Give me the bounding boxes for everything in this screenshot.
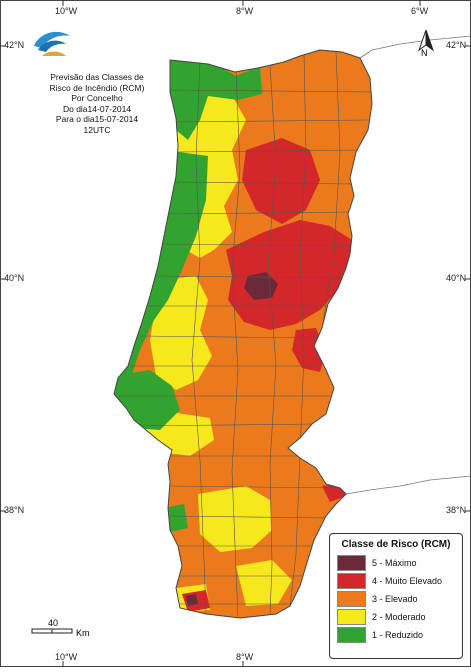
coord-left-40n: 40°N: [4, 273, 25, 283]
legend-swatch-reduzido: [337, 627, 366, 643]
title-line-4: Do dia14-07-2014: [62, 103, 132, 114]
legend-title: Classe de Risco (RCM): [341, 539, 451, 550]
coord-bottom-10w: 10°W: [55, 652, 78, 662]
legend-item-elevado: 3 - Elevado: [337, 590, 462, 608]
north-arrow-icon: [418, 29, 434, 52]
portugal-outline: [113, 49, 373, 619]
title-line-6: 12UTC: [83, 124, 111, 135]
coord-right-40n: 40°N: [446, 273, 467, 283]
scale-value: 40: [48, 618, 59, 628]
coord-right-38n: 38°N: [446, 505, 467, 515]
legend-swatch-maximo: [337, 555, 366, 571]
legend-item-reduzido: 1 - Reduzido: [337, 626, 462, 644]
coord-left-42n: 42°N: [4, 40, 25, 50]
coord-left-38n: 38°N: [4, 505, 25, 515]
legend-label-moderado: 2 - Moderado: [372, 612, 426, 622]
region-muito-elevado-centre: [226, 220, 352, 330]
legend-label-elevado: 3 - Elevado: [372, 594, 418, 604]
legend-swatch-muito-elevado: [337, 573, 366, 589]
legend-item-moderado: 2 - Moderado: [337, 608, 462, 626]
scale-bar: [31, 628, 73, 634]
municipality-boundaries: [118, 51, 372, 618]
coord-top-6w: 6°W: [411, 6, 429, 16]
region-muito-elevado-north: [242, 138, 320, 224]
legend-swatch-elevado: [337, 591, 366, 607]
title-line-2: Risco de Incêndio (RCM): [49, 82, 145, 93]
north-label: N: [421, 48, 428, 58]
title-line-1: Previsão das Classes de: [50, 72, 144, 82]
legend-label-reduzido: 1 - Reduzido: [372, 630, 424, 640]
title-line-5: Para o dia15-07-2014: [55, 114, 139, 125]
legend-label-muito-elevado: 4 - Muito Elevado: [372, 576, 443, 586]
ipma-logo-icon: [34, 31, 70, 56]
title-line-3: Por Concelho: [71, 93, 123, 104]
legend-swatch-moderado: [337, 609, 366, 625]
coord-right-42n: 42°N: [446, 40, 467, 50]
legend-item-maximo: 5 - Máximo: [337, 554, 462, 572]
region-moderado-alentejo: [198, 486, 272, 552]
map-title: Previsão das Classes de Risco de Incêndi…: [22, 72, 172, 136]
region-reduzido-minho: [168, 58, 262, 140]
region-moderado-south: [236, 560, 292, 606]
coord-top-10w: 10°W: [55, 6, 78, 16]
legend: Classe de Risco (RCM) 5 - Máximo 4 - Mui…: [329, 533, 463, 659]
legend-label-maximo: 5 - Máximo: [372, 558, 417, 568]
scale-unit: Km: [76, 628, 90, 638]
coord-bottom-8w: 8°W: [236, 652, 254, 662]
coord-top-8w: 8°W: [236, 6, 254, 16]
legend-item-muito-elevado: 4 - Muito Elevado: [337, 572, 462, 590]
